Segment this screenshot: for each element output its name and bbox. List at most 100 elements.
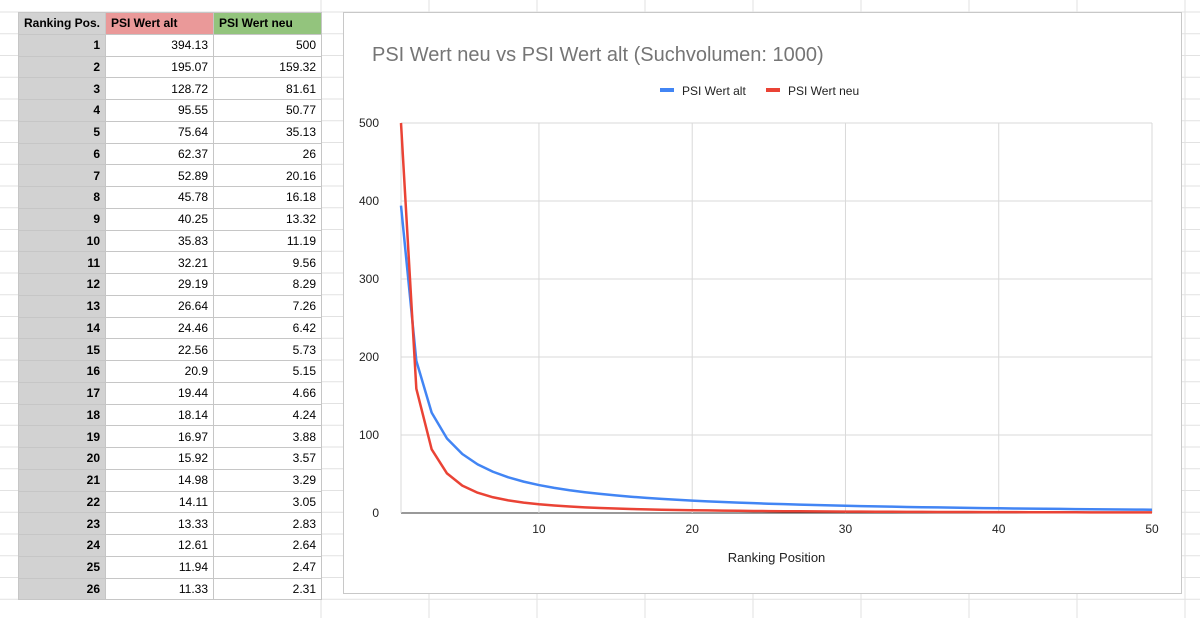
psi-wert-neu-cell[interactable]: 3.05 xyxy=(213,490,322,514)
ranking-pos-cell[interactable]: 7 xyxy=(18,164,106,187)
psi-wert-neu-cell[interactable]: 16.18 xyxy=(213,186,322,209)
ranking-pos-cell[interactable]: 22 xyxy=(18,490,106,514)
psi-wert-neu-cell[interactable]: 7.26 xyxy=(213,294,322,318)
y-tick-label: 300 xyxy=(359,272,379,286)
psi-wert-neu-cell[interactable]: 5.73 xyxy=(213,338,322,361)
legend-swatch-psi-wert-neu xyxy=(766,88,780,92)
ranking-pos-cell[interactable]: 8 xyxy=(18,186,106,209)
psi-wert-neu-cell[interactable]: 50.77 xyxy=(213,99,322,122)
ranking-pos-cell[interactable]: 14 xyxy=(18,316,106,340)
series-line-psi-wert-neu[interactable] xyxy=(399,122,1153,514)
psi-wert-alt-cell[interactable]: 11.33 xyxy=(105,577,214,601)
ranking-pos-cell[interactable]: 2 xyxy=(18,55,106,79)
ranking-pos-cell[interactable]: 21 xyxy=(18,468,106,492)
psi-wert-alt-cell[interactable]: 22.56 xyxy=(105,338,214,361)
table-row: 16 20.9 5.15 xyxy=(18,360,322,383)
table-row: 11 32.21 9.56 xyxy=(18,251,322,274)
psi-wert-neu-cell[interactable]: 2.31 xyxy=(213,577,322,601)
psi-wert-neu-cell[interactable]: 3.57 xyxy=(213,447,322,470)
table-row: 4 95.55 50.77 xyxy=(18,99,322,122)
psi-wert-neu-cell[interactable]: 159.32 xyxy=(213,55,322,79)
ranking-pos-cell[interactable]: 4 xyxy=(18,99,106,122)
psi-wert-alt-cell[interactable]: 19.44 xyxy=(105,381,214,405)
ranking-pos-cell[interactable]: 10 xyxy=(18,229,106,253)
psi-wert-neu-cell[interactable]: 3.29 xyxy=(213,468,322,492)
table-row: 7 52.89 20.16 xyxy=(18,164,322,187)
ranking-pos-cell[interactable]: 26 xyxy=(18,577,106,601)
psi-wert-neu-cell[interactable]: 11.19 xyxy=(213,229,322,253)
psi-wert-alt-cell[interactable]: 75.64 xyxy=(105,120,214,144)
psi-wert-neu-cell[interactable]: 2.64 xyxy=(213,534,322,557)
psi-wert-alt-cell[interactable]: 20.9 xyxy=(105,360,214,383)
ranking-pos-cell[interactable]: 23 xyxy=(18,512,106,535)
psi-wert-alt-cell[interactable]: 40.25 xyxy=(105,207,214,231)
column-header-ranking-pos[interactable]: Ranking Pos. xyxy=(18,12,106,35)
psi-wert-neu-cell[interactable]: 3.88 xyxy=(213,425,322,448)
psi-wert-neu-cell[interactable]: 8.29 xyxy=(213,273,322,296)
psi-wert-alt-cell[interactable]: 12.61 xyxy=(105,534,214,557)
table-row: 13 26.64 7.26 xyxy=(18,294,322,318)
psi-wert-alt-cell[interactable]: 52.89 xyxy=(105,164,214,187)
column-header-psi-wert-alt[interactable]: PSI Wert alt xyxy=(105,12,214,35)
psi-wert-neu-cell[interactable]: 4.66 xyxy=(213,381,322,405)
psi-wert-neu-cell[interactable]: 2.83 xyxy=(213,512,322,535)
ranking-pos-cell[interactable]: 13 xyxy=(18,294,106,318)
legend-label-psi-wert-alt[interactable]: PSI Wert alt xyxy=(682,84,746,98)
psi-wert-alt-cell[interactable]: 14.98 xyxy=(105,468,214,492)
psi-wert-alt-cell[interactable]: 128.72 xyxy=(105,77,214,100)
psi-wert-alt-cell[interactable]: 62.37 xyxy=(105,142,214,166)
ranking-pos-cell[interactable]: 9 xyxy=(18,207,106,231)
column-header-psi-wert-neu[interactable]: PSI Wert neu xyxy=(213,12,322,35)
ranking-pos-cell[interactable]: 6 xyxy=(18,142,106,166)
table-row: 20 15.92 3.57 xyxy=(18,447,322,470)
psi-wert-alt-cell[interactable]: 29.19 xyxy=(105,273,214,296)
psi-wert-alt-cell[interactable]: 95.55 xyxy=(105,99,214,122)
psi-wert-alt-cell[interactable]: 14.11 xyxy=(105,490,214,514)
line-chart[interactable]: PSI Wert neu vs PSI Wert alt (Suchvolume… xyxy=(343,12,1182,594)
psi-wert-neu-cell[interactable]: 5.15 xyxy=(213,360,322,383)
table-row: 1 394.13 500 xyxy=(18,33,322,57)
ranking-pos-cell[interactable]: 15 xyxy=(18,338,106,361)
psi-wert-neu-cell[interactable]: 20.16 xyxy=(213,164,322,187)
ranking-pos-cell[interactable]: 25 xyxy=(18,555,106,579)
ranking-pos-cell[interactable]: 5 xyxy=(18,120,106,144)
psi-wert-alt-cell[interactable]: 35.83 xyxy=(105,229,214,253)
psi-wert-neu-cell[interactable]: 35.13 xyxy=(213,120,322,144)
psi-wert-alt-cell[interactable]: 195.07 xyxy=(105,55,214,79)
ranking-pos-cell[interactable]: 19 xyxy=(18,425,106,448)
series-line-psi-wert-alt[interactable] xyxy=(399,205,1153,511)
psi-wert-alt-cell[interactable]: 32.21 xyxy=(105,251,214,274)
psi-wert-alt-cell[interactable]: 15.92 xyxy=(105,447,214,470)
psi-wert-neu-cell[interactable]: 6.42 xyxy=(213,316,322,340)
ranking-pos-cell[interactable]: 20 xyxy=(18,447,106,470)
psi-wert-neu-cell[interactable]: 9.56 xyxy=(213,251,322,274)
psi-wert-alt-cell[interactable]: 45.78 xyxy=(105,186,214,209)
psi-wert-alt-cell[interactable]: 26.64 xyxy=(105,294,214,318)
psi-wert-neu-cell[interactable]: 4.24 xyxy=(213,403,322,427)
table-row: 17 19.44 4.66 xyxy=(18,381,322,405)
ranking-pos-cell[interactable]: 11 xyxy=(18,251,106,274)
psi-wert-alt-cell[interactable]: 394.13 xyxy=(105,33,214,57)
x-axis-label: Ranking Position xyxy=(728,550,826,565)
ranking-pos-cell[interactable]: 1 xyxy=(18,33,106,57)
psi-wert-alt-cell[interactable]: 13.33 xyxy=(105,512,214,535)
y-tick-label: 500 xyxy=(359,116,379,130)
psi-wert-alt-cell[interactable]: 11.94 xyxy=(105,555,214,579)
psi-wert-alt-cell[interactable]: 24.46 xyxy=(105,316,214,340)
ranking-pos-cell[interactable]: 17 xyxy=(18,381,106,405)
x-tick-label: 40 xyxy=(992,522,1006,536)
table-row: 9 40.25 13.32 xyxy=(18,207,322,231)
psi-wert-neu-cell[interactable]: 26 xyxy=(213,142,322,166)
ranking-pos-cell[interactable]: 12 xyxy=(18,273,106,296)
psi-wert-alt-cell[interactable]: 16.97 xyxy=(105,425,214,448)
psi-wert-neu-cell[interactable]: 13.32 xyxy=(213,207,322,231)
psi-wert-neu-cell[interactable]: 2.47 xyxy=(213,555,322,579)
ranking-pos-cell[interactable]: 16 xyxy=(18,360,106,383)
psi-wert-alt-cell[interactable]: 18.14 xyxy=(105,403,214,427)
ranking-pos-cell[interactable]: 24 xyxy=(18,534,106,557)
psi-wert-neu-cell[interactable]: 81.61 xyxy=(213,77,322,100)
ranking-pos-cell[interactable]: 3 xyxy=(18,77,106,100)
legend-label-psi-wert-neu[interactable]: PSI Wert neu xyxy=(788,84,859,98)
ranking-pos-cell[interactable]: 18 xyxy=(18,403,106,427)
psi-wert-neu-cell[interactable]: 500 xyxy=(213,33,322,57)
